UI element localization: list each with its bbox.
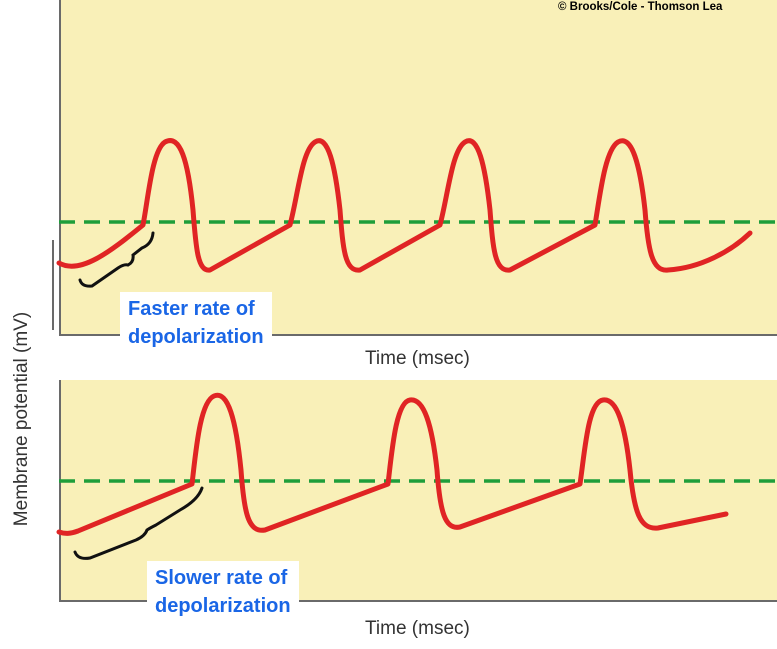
callout-line-2: depolarization bbox=[155, 595, 291, 617]
slower-depolarization-callout: Slower rate of depolarization bbox=[147, 561, 299, 623]
callout-line-2: depolarization bbox=[128, 326, 264, 348]
faster-depolarization-callout: Faster rate of depolarization bbox=[120, 292, 272, 354]
y-axis-label: Membrane potential (mV) bbox=[11, 311, 32, 527]
top-panel-x-axis bbox=[59, 334, 777, 336]
top-pacemaker-trace bbox=[56, 138, 753, 273]
bottom-brace bbox=[73, 486, 204, 560]
bottom-pacemaker-trace bbox=[56, 392, 729, 536]
bottom-panel-y-axis bbox=[59, 380, 61, 601]
y-axis-tick bbox=[52, 240, 54, 330]
bottom-panel-x-axis bbox=[59, 600, 777, 602]
callout-line-1: Slower rate of bbox=[155, 567, 288, 589]
top-panel-y-axis bbox=[59, 0, 61, 335]
top-panel-plot-area bbox=[59, 0, 777, 335]
copyright-notice: © Brooks/Cole - Thomson Lea bbox=[558, 1, 723, 13]
top-brace bbox=[78, 231, 155, 288]
top-x-axis-label: Time (msec) bbox=[365, 348, 470, 369]
callout-line-1: Faster rate of bbox=[128, 298, 255, 320]
bottom-x-axis-label: Time (msec) bbox=[365, 618, 470, 639]
